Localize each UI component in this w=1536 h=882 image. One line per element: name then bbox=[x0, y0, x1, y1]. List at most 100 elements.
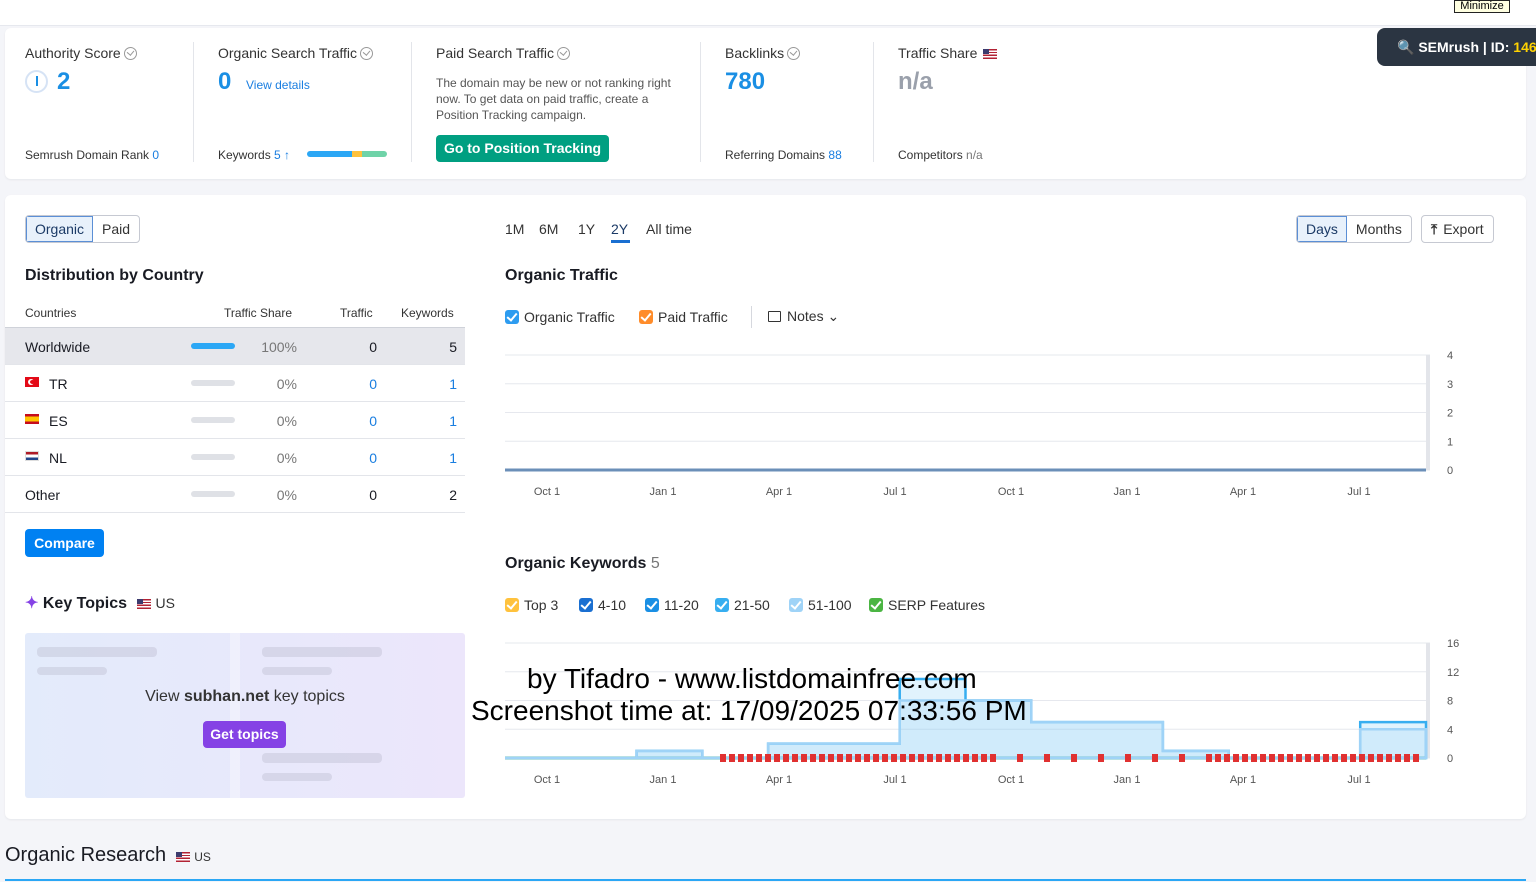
traffic-value[interactable]: 0 bbox=[369, 450, 377, 466]
serp-feature-marker bbox=[1368, 754, 1374, 762]
compare-button[interactable]: Compare bbox=[25, 529, 104, 557]
traffic-value[interactable]: 0 bbox=[369, 376, 377, 392]
info-icon[interactable] bbox=[787, 47, 801, 60]
legend-51-100[interactable]: 51-100 bbox=[789, 597, 852, 613]
serp-feature-marker bbox=[765, 754, 771, 762]
traffic-share-bar bbox=[191, 417, 235, 423]
go-to-position-tracking-button[interactable]: Go to Position Tracking bbox=[436, 135, 609, 162]
serp-feature-marker bbox=[1413, 754, 1419, 762]
checkbox-icon[interactable] bbox=[645, 598, 659, 612]
us-flag-icon bbox=[983, 49, 998, 59]
keywords-value[interactable]: 1 bbox=[449, 376, 457, 392]
legend-4-10[interactable]: 4-10 bbox=[579, 597, 626, 613]
keywords-value[interactable]: 1 bbox=[449, 413, 457, 429]
info-icon[interactable] bbox=[557, 47, 571, 60]
serp-feature-marker bbox=[990, 754, 996, 762]
organic-keywords-chart: 0 4 8 12 16 Oct 1 Jan 1 Apr 1 Jul 1 Oct 1 Jan 1 Apr… bbox=[505, 638, 1459, 786]
watermark-line-2: Screenshot time at: 17/09/2025 07:33:56 … bbox=[471, 695, 1027, 726]
table-row[interactable]: Worldwide 100% 0 5 bbox=[5, 328, 465, 365]
tab-1m[interactable]: 1M bbox=[505, 221, 525, 237]
table-row[interactable]: NL 0% 0 1 bbox=[5, 439, 465, 476]
checkbox-icon[interactable] bbox=[505, 598, 519, 612]
checkbox-icon[interactable] bbox=[579, 598, 593, 612]
authority-gauge-icon bbox=[25, 70, 48, 93]
tab-all-time[interactable]: All time bbox=[646, 221, 692, 237]
country-name: NL bbox=[49, 450, 67, 466]
serp-feature-marker bbox=[747, 754, 753, 762]
tab-6m[interactable]: 6M bbox=[539, 221, 559, 237]
domain-rank: Semrush Domain Rank 0 bbox=[25, 148, 160, 162]
active-tab-underline bbox=[611, 240, 630, 243]
keywords-value[interactable]: 1 bbox=[449, 450, 457, 466]
serp-feature-marker bbox=[1377, 754, 1383, 762]
serp-feature-marker bbox=[1305, 754, 1311, 762]
serp-feature-marker bbox=[1215, 754, 1221, 762]
serp-feature-marker bbox=[981, 754, 987, 762]
y-tick-label: 16 bbox=[1447, 638, 1459, 650]
semrush-id-badge[interactable]: 🔍 SEMrush | ID: 146 bbox=[1377, 28, 1536, 66]
legend-serp-features[interactable]: SERP Features bbox=[869, 597, 985, 613]
chart-edge bbox=[1426, 355, 1430, 470]
us-flag-icon bbox=[137, 599, 152, 609]
checkbox-icon[interactable] bbox=[869, 598, 883, 612]
tab-2y[interactable]: 2Y bbox=[611, 221, 629, 237]
serp-feature-marker bbox=[819, 754, 825, 762]
serp-feature-marker bbox=[1278, 754, 1284, 762]
serp-feature-marker bbox=[927, 754, 933, 762]
get-topics-button[interactable]: Get topics bbox=[203, 721, 286, 748]
serp-feature-marker bbox=[837, 754, 843, 762]
tab-organic[interactable]: Organic bbox=[26, 216, 94, 242]
view-details-link[interactable]: View details bbox=[246, 78, 310, 92]
y-tick-label: 4 bbox=[1447, 724, 1453, 736]
col-traffic[interactable]: Traffic bbox=[340, 306, 373, 320]
x-tick-label: Oct 1 bbox=[998, 486, 1024, 498]
tr-flag-icon bbox=[25, 377, 39, 387]
serp-feature-marker bbox=[828, 754, 834, 762]
serp-feature-marker bbox=[756, 754, 762, 762]
legend-11-20[interactable]: 11-20 bbox=[645, 597, 699, 613]
info-icon[interactable] bbox=[360, 47, 374, 60]
legend-21-50[interactable]: 21-50 bbox=[715, 597, 770, 613]
export-button[interactable]: ⤒ Export bbox=[1421, 215, 1494, 243]
checkbox-icon[interactable] bbox=[789, 598, 803, 612]
serp-feature-marker bbox=[783, 754, 789, 762]
us-flag-icon bbox=[176, 852, 191, 862]
metrics-card: Authority Score 2 Semrush Domain Rank 0 … bbox=[5, 28, 1526, 179]
traffic-value[interactable]: 0 bbox=[369, 413, 377, 429]
col-keywords[interactable]: Keywords bbox=[401, 306, 454, 320]
table-row[interactable]: Other 0% 0 2 bbox=[5, 476, 465, 513]
serp-feature-marker bbox=[945, 754, 951, 762]
key-topics-preview: View subhan.net key topics Get topics bbox=[25, 633, 465, 798]
serp-feature-marker bbox=[1251, 754, 1257, 762]
paid-traffic-note: The domain may be new or not ranking rig… bbox=[436, 76, 671, 122]
table-row[interactable]: TR 0% 0 1 bbox=[5, 365, 465, 402]
serp-feature-marker bbox=[882, 754, 888, 762]
serp-feature-marker bbox=[909, 754, 915, 762]
traffic-share-bar bbox=[191, 343, 235, 349]
serp-feature-marker bbox=[954, 754, 960, 762]
divider bbox=[411, 42, 412, 162]
days-button[interactable]: Days bbox=[1297, 216, 1347, 242]
serp-feature-marker bbox=[873, 754, 879, 762]
minimize-tooltip[interactable]: Minimize bbox=[1454, 0, 1510, 13]
backlinks-value[interactable]: 780 bbox=[725, 68, 766, 95]
checkbox-icon[interactable] bbox=[639, 310, 653, 324]
legend-top3[interactable]: Top 3 bbox=[505, 597, 558, 613]
checkbox-icon[interactable] bbox=[715, 598, 729, 612]
notes-dropdown[interactable]: Notes ⌄ bbox=[768, 308, 839, 325]
serp-feature-marker bbox=[1125, 754, 1131, 762]
info-icon[interactable] bbox=[123, 47, 137, 60]
legend-divider bbox=[751, 306, 752, 328]
upload-icon: ⤒ bbox=[1431, 221, 1438, 237]
col-traffic-share[interactable]: Traffic Share bbox=[224, 306, 293, 320]
magnifier-icon: 🔍 bbox=[1397, 39, 1415, 55]
checkbox-icon[interactable] bbox=[505, 310, 519, 324]
tab-paid[interactable]: Paid bbox=[102, 221, 131, 237]
backlinks-label: Backlinks bbox=[725, 45, 801, 61]
serp-feature-marker bbox=[810, 754, 816, 762]
legend-paid[interactable]: Paid Traffic bbox=[639, 309, 728, 325]
table-row[interactable]: ES 0% 0 1 bbox=[5, 402, 465, 439]
months-button[interactable]: Months bbox=[1355, 221, 1402, 237]
legend-organic[interactable]: Organic Traffic bbox=[505, 309, 615, 325]
tab-1y[interactable]: 1Y bbox=[578, 221, 596, 237]
